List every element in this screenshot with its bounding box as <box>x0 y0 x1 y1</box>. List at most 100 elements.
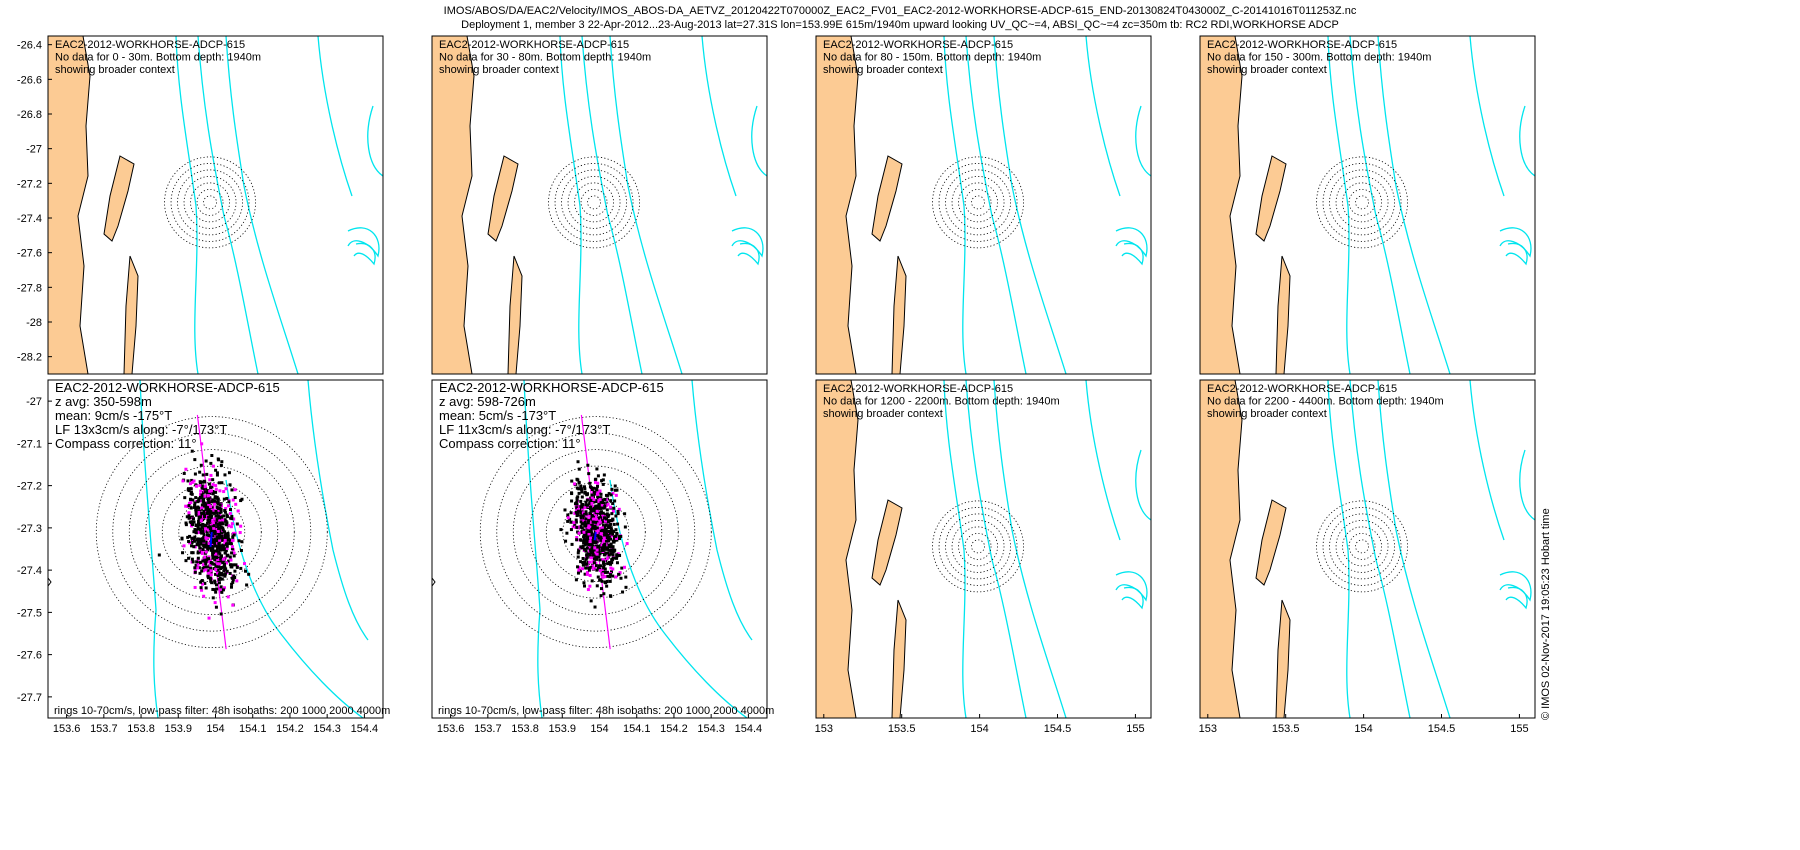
velocity-point <box>590 488 594 492</box>
velocity-point <box>197 566 201 570</box>
velocity-point <box>240 540 244 544</box>
velocity-point <box>598 518 602 522</box>
velocity-point <box>205 472 209 476</box>
velocity-point <box>228 563 232 567</box>
velocity-point <box>594 513 598 517</box>
velocity-point <box>589 529 593 533</box>
velocity-point <box>232 551 236 555</box>
velocity-point <box>579 520 583 524</box>
velocity-point <box>593 509 597 513</box>
velocity-point <box>192 530 196 534</box>
velocity-point <box>594 500 598 504</box>
velocity-point <box>193 501 197 505</box>
velocity-point <box>587 532 591 536</box>
velocity-point <box>588 560 592 564</box>
velocity-point <box>614 514 618 518</box>
velocity-point <box>579 499 583 503</box>
velocity-point <box>231 578 235 582</box>
velocity-point <box>605 539 609 543</box>
velocity-point <box>611 517 615 521</box>
isobath-line-2 <box>225 479 364 719</box>
velocity-point <box>209 516 213 520</box>
velocity-point <box>189 487 193 491</box>
island-north <box>487 155 519 242</box>
velocity-point <box>585 556 589 560</box>
range-ring-4 <box>1335 519 1389 573</box>
velocity-point <box>584 510 588 514</box>
mean-velocity-vector <box>593 531 597 541</box>
y-tick-label: -27.6 <box>17 248 42 260</box>
velocity-point <box>224 487 228 491</box>
velocity-point <box>187 513 191 517</box>
velocity-point <box>621 590 625 594</box>
velocity-point <box>230 514 234 518</box>
x-tick-label: 154 <box>1354 723 1372 735</box>
velocity-point <box>590 579 594 583</box>
velocity-point <box>594 515 598 519</box>
velocity-point <box>207 542 211 546</box>
range-ring-1 <box>203 195 217 210</box>
island-south <box>1275 599 1291 719</box>
velocity-point <box>207 543 211 547</box>
velocity-point <box>218 506 222 510</box>
velocity-point <box>606 493 610 497</box>
velocity-point <box>231 603 235 607</box>
velocity-point <box>614 537 618 541</box>
velocity-point <box>611 502 615 506</box>
range-ring-3 <box>574 182 614 223</box>
velocity-point <box>595 548 599 552</box>
velocity-point <box>215 548 219 552</box>
x-tick-label: 154 <box>206 723 224 735</box>
range-ring-6 <box>554 162 634 242</box>
velocity-point <box>588 507 592 511</box>
velocity-point <box>207 571 211 575</box>
y-tick-label: -27.6 <box>17 650 42 662</box>
x-tick-label: 154.4 <box>735 723 763 735</box>
velocity-point <box>608 545 612 549</box>
velocity-point <box>202 523 206 527</box>
velocity-point <box>207 616 211 620</box>
velocity-point <box>208 525 212 529</box>
velocity-point <box>223 586 227 590</box>
velocity-point <box>198 528 202 532</box>
velocity-point <box>602 592 606 596</box>
velocity-point <box>605 536 609 540</box>
velocity-point <box>231 538 235 542</box>
isobath-line-7 <box>737 242 760 266</box>
range-ring-5 <box>177 169 243 236</box>
isobath-line-7 <box>1121 586 1144 610</box>
velocity-point <box>592 498 596 502</box>
velocity-point <box>613 488 617 492</box>
velocity-point <box>211 534 215 538</box>
velocity-point <box>212 517 216 521</box>
velocity-point <box>565 531 569 535</box>
velocity-point <box>218 545 222 549</box>
velocity-point <box>589 536 593 540</box>
velocity-point <box>213 537 217 541</box>
velocity-point <box>591 544 595 548</box>
velocity-point <box>202 544 206 548</box>
velocity-point <box>595 492 599 496</box>
velocity-point <box>574 518 578 522</box>
velocity-point <box>582 530 586 534</box>
velocity-point <box>226 534 230 538</box>
velocity-point <box>209 530 213 534</box>
velocity-point <box>605 533 609 537</box>
velocity-point <box>233 576 237 580</box>
velocity-point <box>610 558 614 562</box>
velocity-point <box>583 487 587 491</box>
axes-frame <box>47 35 384 375</box>
velocity-point <box>579 485 583 489</box>
velocity-point <box>209 561 213 565</box>
x-tick-label: 154.4 <box>351 723 379 735</box>
velocity-point <box>619 576 623 580</box>
velocity-point <box>214 590 218 594</box>
velocity-point <box>610 561 614 565</box>
velocity-point <box>222 490 226 494</box>
velocity-point <box>584 566 588 570</box>
velocity-point <box>581 507 585 511</box>
velocity-point <box>605 584 609 588</box>
velocity-point <box>587 472 591 476</box>
velocity-point <box>229 585 233 589</box>
